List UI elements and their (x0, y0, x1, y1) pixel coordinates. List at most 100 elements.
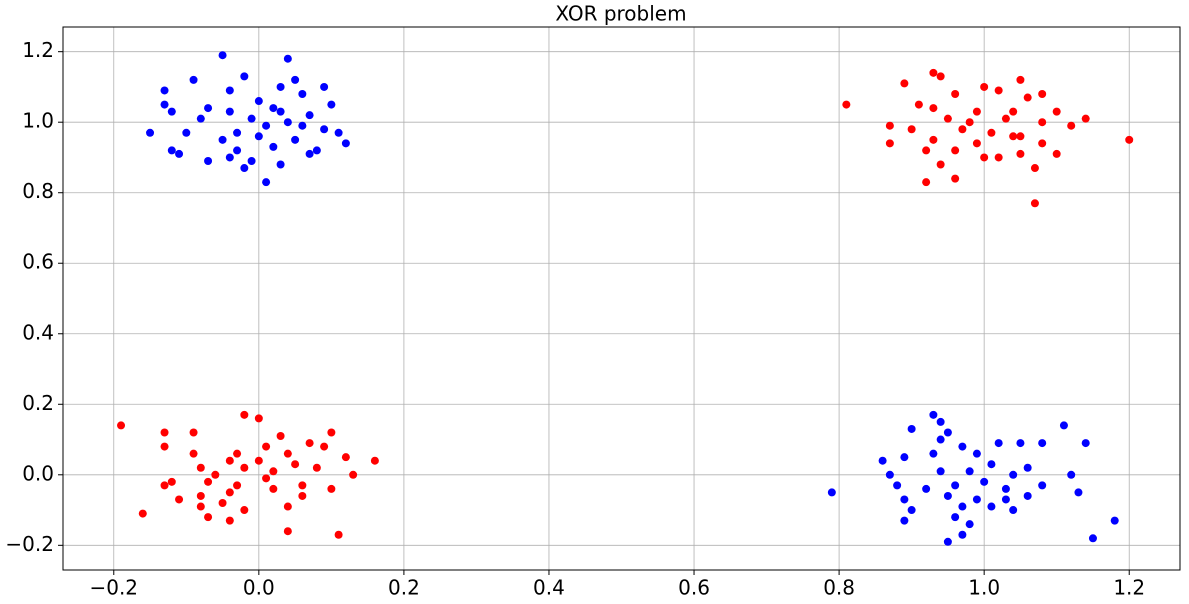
point (298, 481, 307, 490)
point (1009, 107, 1018, 116)
point (914, 100, 923, 109)
y-tick-label: 0.4 (22, 320, 54, 344)
point (138, 509, 147, 518)
point (305, 149, 314, 158)
point (283, 502, 292, 511)
point (972, 139, 981, 148)
point (240, 410, 249, 419)
point (225, 86, 234, 95)
point (276, 160, 285, 169)
point (291, 460, 300, 469)
point (211, 470, 220, 479)
point (936, 160, 945, 169)
point (1052, 149, 1061, 158)
point (291, 135, 300, 144)
point (175, 149, 184, 158)
point (1001, 114, 1010, 123)
point (885, 139, 894, 148)
point (283, 449, 292, 458)
point (189, 428, 198, 437)
point (218, 135, 227, 144)
point (980, 477, 989, 486)
point (965, 467, 974, 476)
point (320, 442, 329, 451)
x-tick-label: 1.0 (968, 576, 1000, 600)
point (283, 54, 292, 63)
point (276, 107, 285, 116)
point (1009, 470, 1018, 479)
point (929, 449, 938, 458)
point (1016, 132, 1025, 141)
point (936, 435, 945, 444)
point (1081, 439, 1090, 448)
point (958, 442, 967, 451)
point (1038, 89, 1047, 98)
point (196, 463, 205, 472)
point (965, 520, 974, 529)
point (327, 484, 336, 493)
point (341, 139, 350, 148)
point (951, 481, 960, 490)
point (1001, 495, 1010, 504)
point (233, 481, 242, 490)
point (240, 164, 249, 173)
point (225, 107, 234, 116)
point (1009, 506, 1018, 515)
point (262, 178, 271, 187)
point (204, 104, 213, 113)
point (1009, 132, 1018, 141)
point (943, 491, 952, 500)
point (167, 146, 176, 155)
point (298, 491, 307, 500)
point (900, 516, 909, 525)
point (951, 513, 960, 522)
chart-title: XOR problem (555, 2, 686, 26)
point (327, 428, 336, 437)
point (1038, 439, 1047, 448)
point (175, 495, 184, 504)
point (965, 118, 974, 127)
point (189, 75, 198, 84)
point (262, 442, 271, 451)
point (936, 72, 945, 81)
point (980, 153, 989, 162)
point (312, 146, 321, 155)
y-tick-label: 1.2 (22, 38, 54, 62)
point (269, 467, 278, 476)
point (1074, 488, 1083, 497)
point (1052, 107, 1061, 116)
point (951, 146, 960, 155)
point (994, 153, 1003, 162)
point (298, 89, 307, 98)
point (283, 527, 292, 536)
point (247, 156, 256, 165)
y-tick-label: 1.0 (22, 109, 54, 133)
y-tick-label: 0.8 (22, 179, 54, 203)
point (305, 439, 314, 448)
y-tick-label: 0.2 (22, 391, 54, 415)
point (189, 449, 198, 458)
y-tick-label: −0.2 (5, 532, 54, 556)
point (225, 488, 234, 497)
point (1023, 93, 1032, 102)
point (312, 463, 321, 472)
point (936, 467, 945, 476)
point (320, 82, 329, 91)
point (987, 502, 996, 511)
x-tick-label: 0.8 (823, 576, 855, 600)
point (204, 156, 213, 165)
point (349, 470, 358, 479)
point (160, 86, 169, 95)
point (929, 68, 938, 77)
point (167, 477, 176, 486)
point (146, 128, 155, 137)
point (291, 75, 300, 84)
point (885, 121, 894, 130)
point (885, 470, 894, 479)
point (160, 100, 169, 109)
point (298, 121, 307, 130)
point (972, 449, 981, 458)
point (1016, 75, 1025, 84)
point (907, 506, 916, 515)
